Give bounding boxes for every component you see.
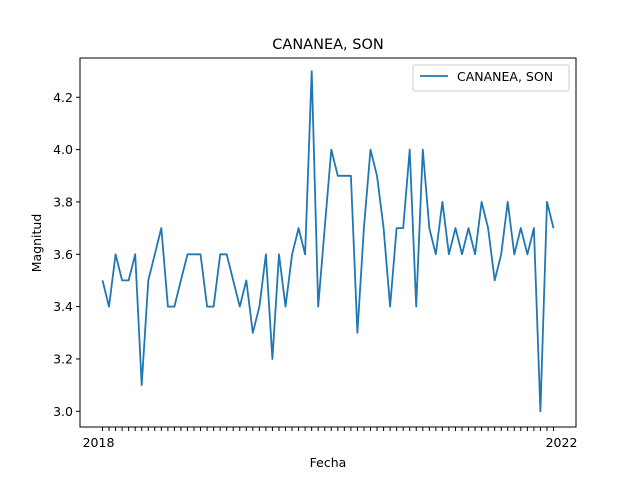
y-axis-label: Magnitud [29,214,44,273]
y-tick-label: 3.2 [53,351,73,366]
y-tick-label: 3.0 [53,404,73,419]
series-line [101,70,555,413]
x-axis-label: Fecha [310,455,347,470]
y-tick-label: 4.2 [53,90,73,105]
legend-frame [412,64,570,92]
legend: CANANEA, SON [412,64,570,92]
legend-label: CANANEA, SON [457,69,553,84]
y-tick-label: 4.0 [53,142,73,157]
chart-title: CANANEA, SON [272,37,383,53]
x-tick-label: 2022 [546,435,578,450]
x-tick-label: 2018 [83,435,115,450]
y-tick-label: 3.8 [53,194,73,209]
y-tick-label: 3.4 [53,299,73,314]
y-tick-label: 3.6 [53,247,73,262]
plot-frame [79,57,577,428]
